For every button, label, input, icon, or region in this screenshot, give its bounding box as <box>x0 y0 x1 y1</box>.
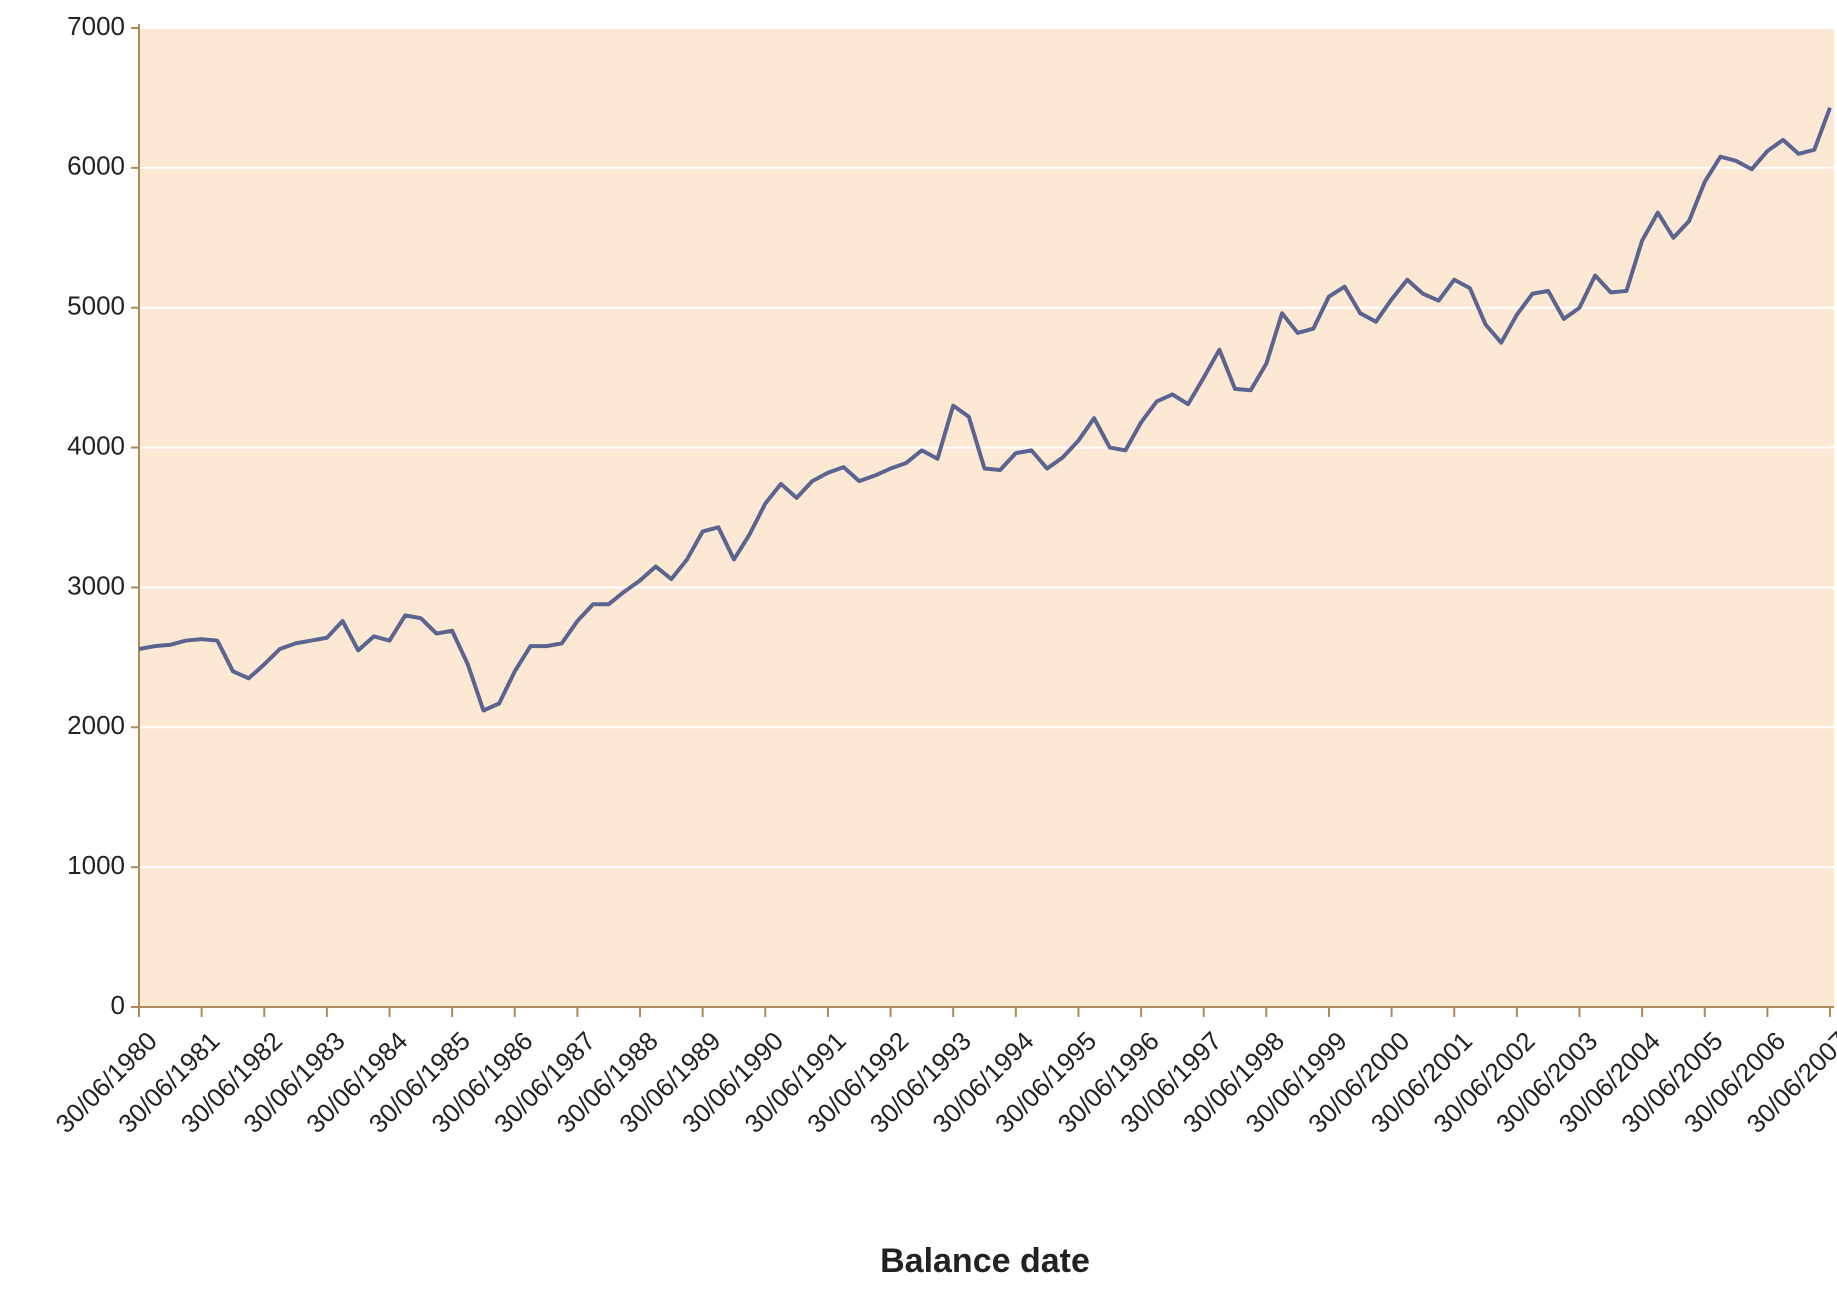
y-tick-label: 5000 <box>67 291 125 321</box>
y-tick-label: 7000 <box>67 11 125 41</box>
y-tick-label: 1000 <box>67 850 125 880</box>
data-line <box>138 107 1832 713</box>
plot-area <box>139 28 1834 1007</box>
y-tick-label: 6000 <box>67 151 125 181</box>
y-tick-label: 0 <box>111 990 125 1020</box>
x-axis-title: Balance date <box>880 1242 1090 1280</box>
y-tick-label: 3000 <box>67 570 125 600</box>
y-tick-label: 2000 <box>67 710 125 740</box>
y-tick-label: 4000 <box>67 430 125 460</box>
